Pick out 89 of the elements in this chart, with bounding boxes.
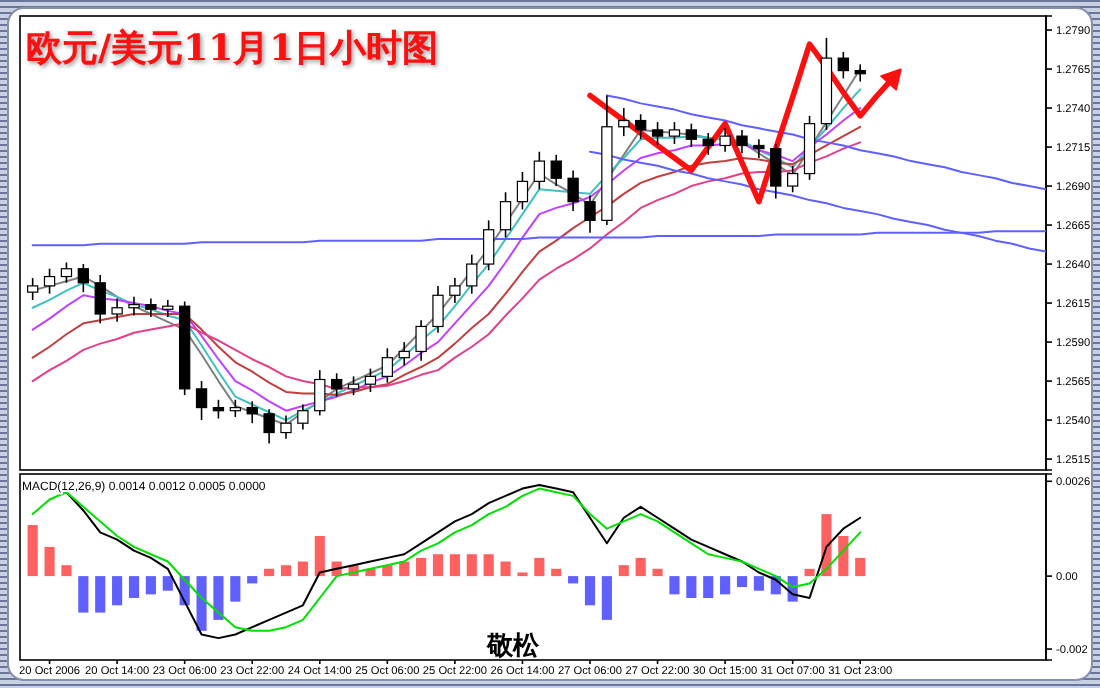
bar: [145, 576, 156, 595]
bar: [838, 536, 849, 577]
bar: [568, 576, 579, 584]
candlestick: [94, 274, 106, 325]
candlestick: [685, 122, 697, 148]
candlestick: [162, 299, 174, 318]
bar: [399, 561, 410, 577]
line-series: [605, 94, 1046, 191]
bar: [128, 576, 140, 598]
bar: [27, 525, 38, 577]
candlestick: [466, 253, 478, 295]
bar: [112, 576, 123, 606]
candlestick: [111, 297, 123, 323]
chart-title: 欧元/美元11月1日小时图: [26, 28, 439, 70]
candlestick: [770, 143, 782, 200]
bar: [686, 576, 697, 598]
bar: [78, 576, 89, 613]
candlestick: [702, 132, 714, 156]
candlestick: [550, 154, 562, 187]
candlestick: [432, 285, 444, 334]
candlestick: [331, 372, 343, 398]
bar: [720, 576, 731, 595]
bar: [314, 536, 325, 577]
candlestick: [195, 380, 208, 421]
bar: [736, 576, 748, 588]
candlestick: [77, 263, 89, 293]
bar: [753, 576, 764, 591]
candlestick: [263, 408, 275, 445]
candlestick: [719, 127, 731, 153]
bar: [95, 576, 106, 613]
candlestick: [314, 369, 326, 417]
candlestick: [584, 194, 596, 234]
candlestick: [43, 267, 56, 295]
candlestick: [635, 113, 647, 141]
candlestick: [398, 341, 410, 367]
bar: [804, 568, 815, 577]
bar: [213, 576, 224, 620]
bar: [534, 557, 545, 577]
bar: [44, 546, 55, 577]
candlestick: [246, 400, 258, 424]
bar: [466, 554, 477, 577]
bar: [416, 557, 427, 577]
bar: [297, 561, 308, 577]
candlestick: [449, 277, 461, 304]
bar: [551, 568, 562, 577]
candlestick: [567, 169, 579, 212]
bar: [449, 554, 460, 577]
bar: [196, 576, 207, 631]
candlestick: [128, 296, 140, 317]
candlestick: [854, 63, 866, 83]
bar: [230, 576, 241, 602]
candlestick: [837, 51, 849, 80]
candlestick: [499, 191, 512, 239]
candlestick: [280, 414, 292, 440]
candlestick: [415, 319, 427, 362]
bar: [247, 576, 258, 584]
bar: [584, 576, 596, 606]
bar: [652, 568, 663, 577]
candlestick: [533, 150, 545, 190]
bar: [618, 565, 629, 577]
candlestick: [668, 121, 681, 145]
candlestick: [212, 398, 225, 420]
candlestick: [297, 403, 309, 431]
candlestick: [60, 261, 73, 284]
candlestick: [651, 121, 664, 147]
candlestick: [145, 297, 157, 318]
bar: [61, 565, 72, 577]
bar: [162, 576, 173, 591]
bar: [703, 576, 714, 598]
candlestick: [381, 347, 393, 384]
candlestick: [483, 219, 495, 272]
candlestick: [736, 129, 748, 155]
candlestick: [27, 277, 39, 301]
bar: [855, 557, 866, 577]
candlestick: [753, 138, 765, 159]
candlestick: [364, 367, 377, 393]
bar: [669, 576, 680, 595]
bar: [432, 554, 444, 577]
bar: [601, 576, 612, 620]
bar: [280, 565, 292, 577]
candlestick: [787, 164, 799, 194]
bar: [635, 557, 646, 577]
candlestick: [516, 171, 529, 211]
bar: [500, 561, 511, 577]
candlestick: [618, 107, 630, 137]
annotation: 敬松: [485, 632, 541, 662]
candlestick: [347, 375, 360, 396]
bar: [483, 554, 494, 577]
bar: [264, 568, 275, 577]
